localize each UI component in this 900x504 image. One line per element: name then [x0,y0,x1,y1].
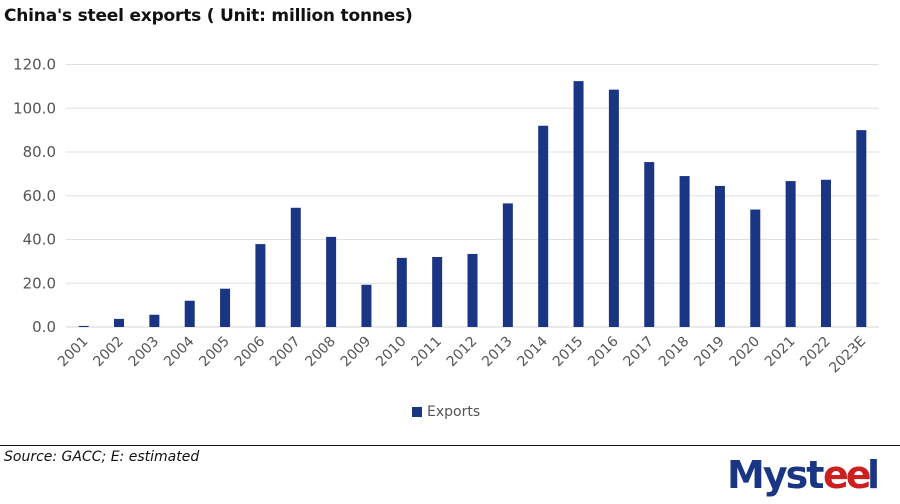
x-tick-label: 2017 [621,334,658,371]
y-tick-label: 0.0 [32,318,56,336]
bar-2019 [714,185,725,327]
x-tick-label: 2016 [585,333,622,370]
y-tick-label: 80.0 [23,143,56,161]
bar-2001 [78,325,89,327]
x-tick-label: 2009 [338,334,375,371]
legend: Exports [412,404,480,420]
bar-2012 [467,253,478,327]
bar-2005 [220,288,231,327]
bar-2021 [785,181,796,327]
bar-2008 [326,236,337,327]
x-tick-label: 2010 [373,334,410,371]
mysteel-logo: Myst ee l [727,453,880,497]
bar-2010 [396,257,407,327]
bar-2020 [750,209,761,327]
footer-divider [0,445,900,446]
bar-2018 [679,176,690,327]
bar-2015 [573,81,584,327]
x-tick-label: 2004 [161,333,198,370]
y-tick-label: 20.0 [23,274,56,292]
legend-swatch-exports [412,407,422,417]
x-tick-label: 2018 [656,334,693,371]
x-tick-label: 2013 [479,334,516,371]
legend-label-exports: Exports [427,404,481,420]
bar-2022 [820,179,831,327]
x-tick-label: 2005 [196,334,233,371]
svg-text:l: l [867,453,880,497]
y-tick-label: 100.0 [13,99,56,117]
x-tick-label: 2019 [691,334,728,371]
source-note: Source: GACC; E: estimated [4,449,200,465]
bar-2006 [255,244,266,327]
x-tick-label: 2002 [90,334,127,371]
chart-title: China's steel exports ( Unit: million to… [4,6,413,26]
x-tick-label: 2021 [762,334,799,371]
bar-2011 [432,257,443,327]
x-tick-label: 2001 [55,334,92,371]
x-tick-label: 2011 [408,334,445,371]
x-tick-label: 2015 [550,334,587,371]
bar-2003 [149,314,160,327]
bar-2004 [184,300,195,327]
y-axis-ticks: 0.0 20.0 40.0 60.0 80.0 100.0 120.0 [13,56,56,337]
x-tick-label: 2020 [727,334,764,371]
bar-2007 [290,207,301,327]
bars [78,81,867,327]
x-tick-label: 2014 [515,333,552,370]
y-tick-label: 120.0 [13,56,56,74]
x-tick-label: 2008 [302,334,339,371]
y-tick-label: 40.0 [23,231,56,249]
svg-text:ee: ee [823,453,870,497]
x-tick-label: 2007 [267,334,304,371]
x-tick-label: 2003 [126,334,163,371]
bar-2016 [608,89,619,327]
bar-2009 [361,284,372,327]
x-tick-label: 2012 [444,334,481,371]
bar-2023E [856,130,867,327]
bar-2013 [502,203,513,327]
bar-2017 [644,162,655,327]
x-tick-label: 2006 [232,333,269,370]
y-tick-label: 60.0 [23,187,56,205]
bar-2002 [114,318,125,327]
x-axis-ticks: 2001200220032004200520062007200820092010… [55,333,869,376]
svg-text:Myst: Myst [727,453,824,497]
x-tick-label: 2023E [826,334,869,377]
bar-2014 [538,125,549,327]
